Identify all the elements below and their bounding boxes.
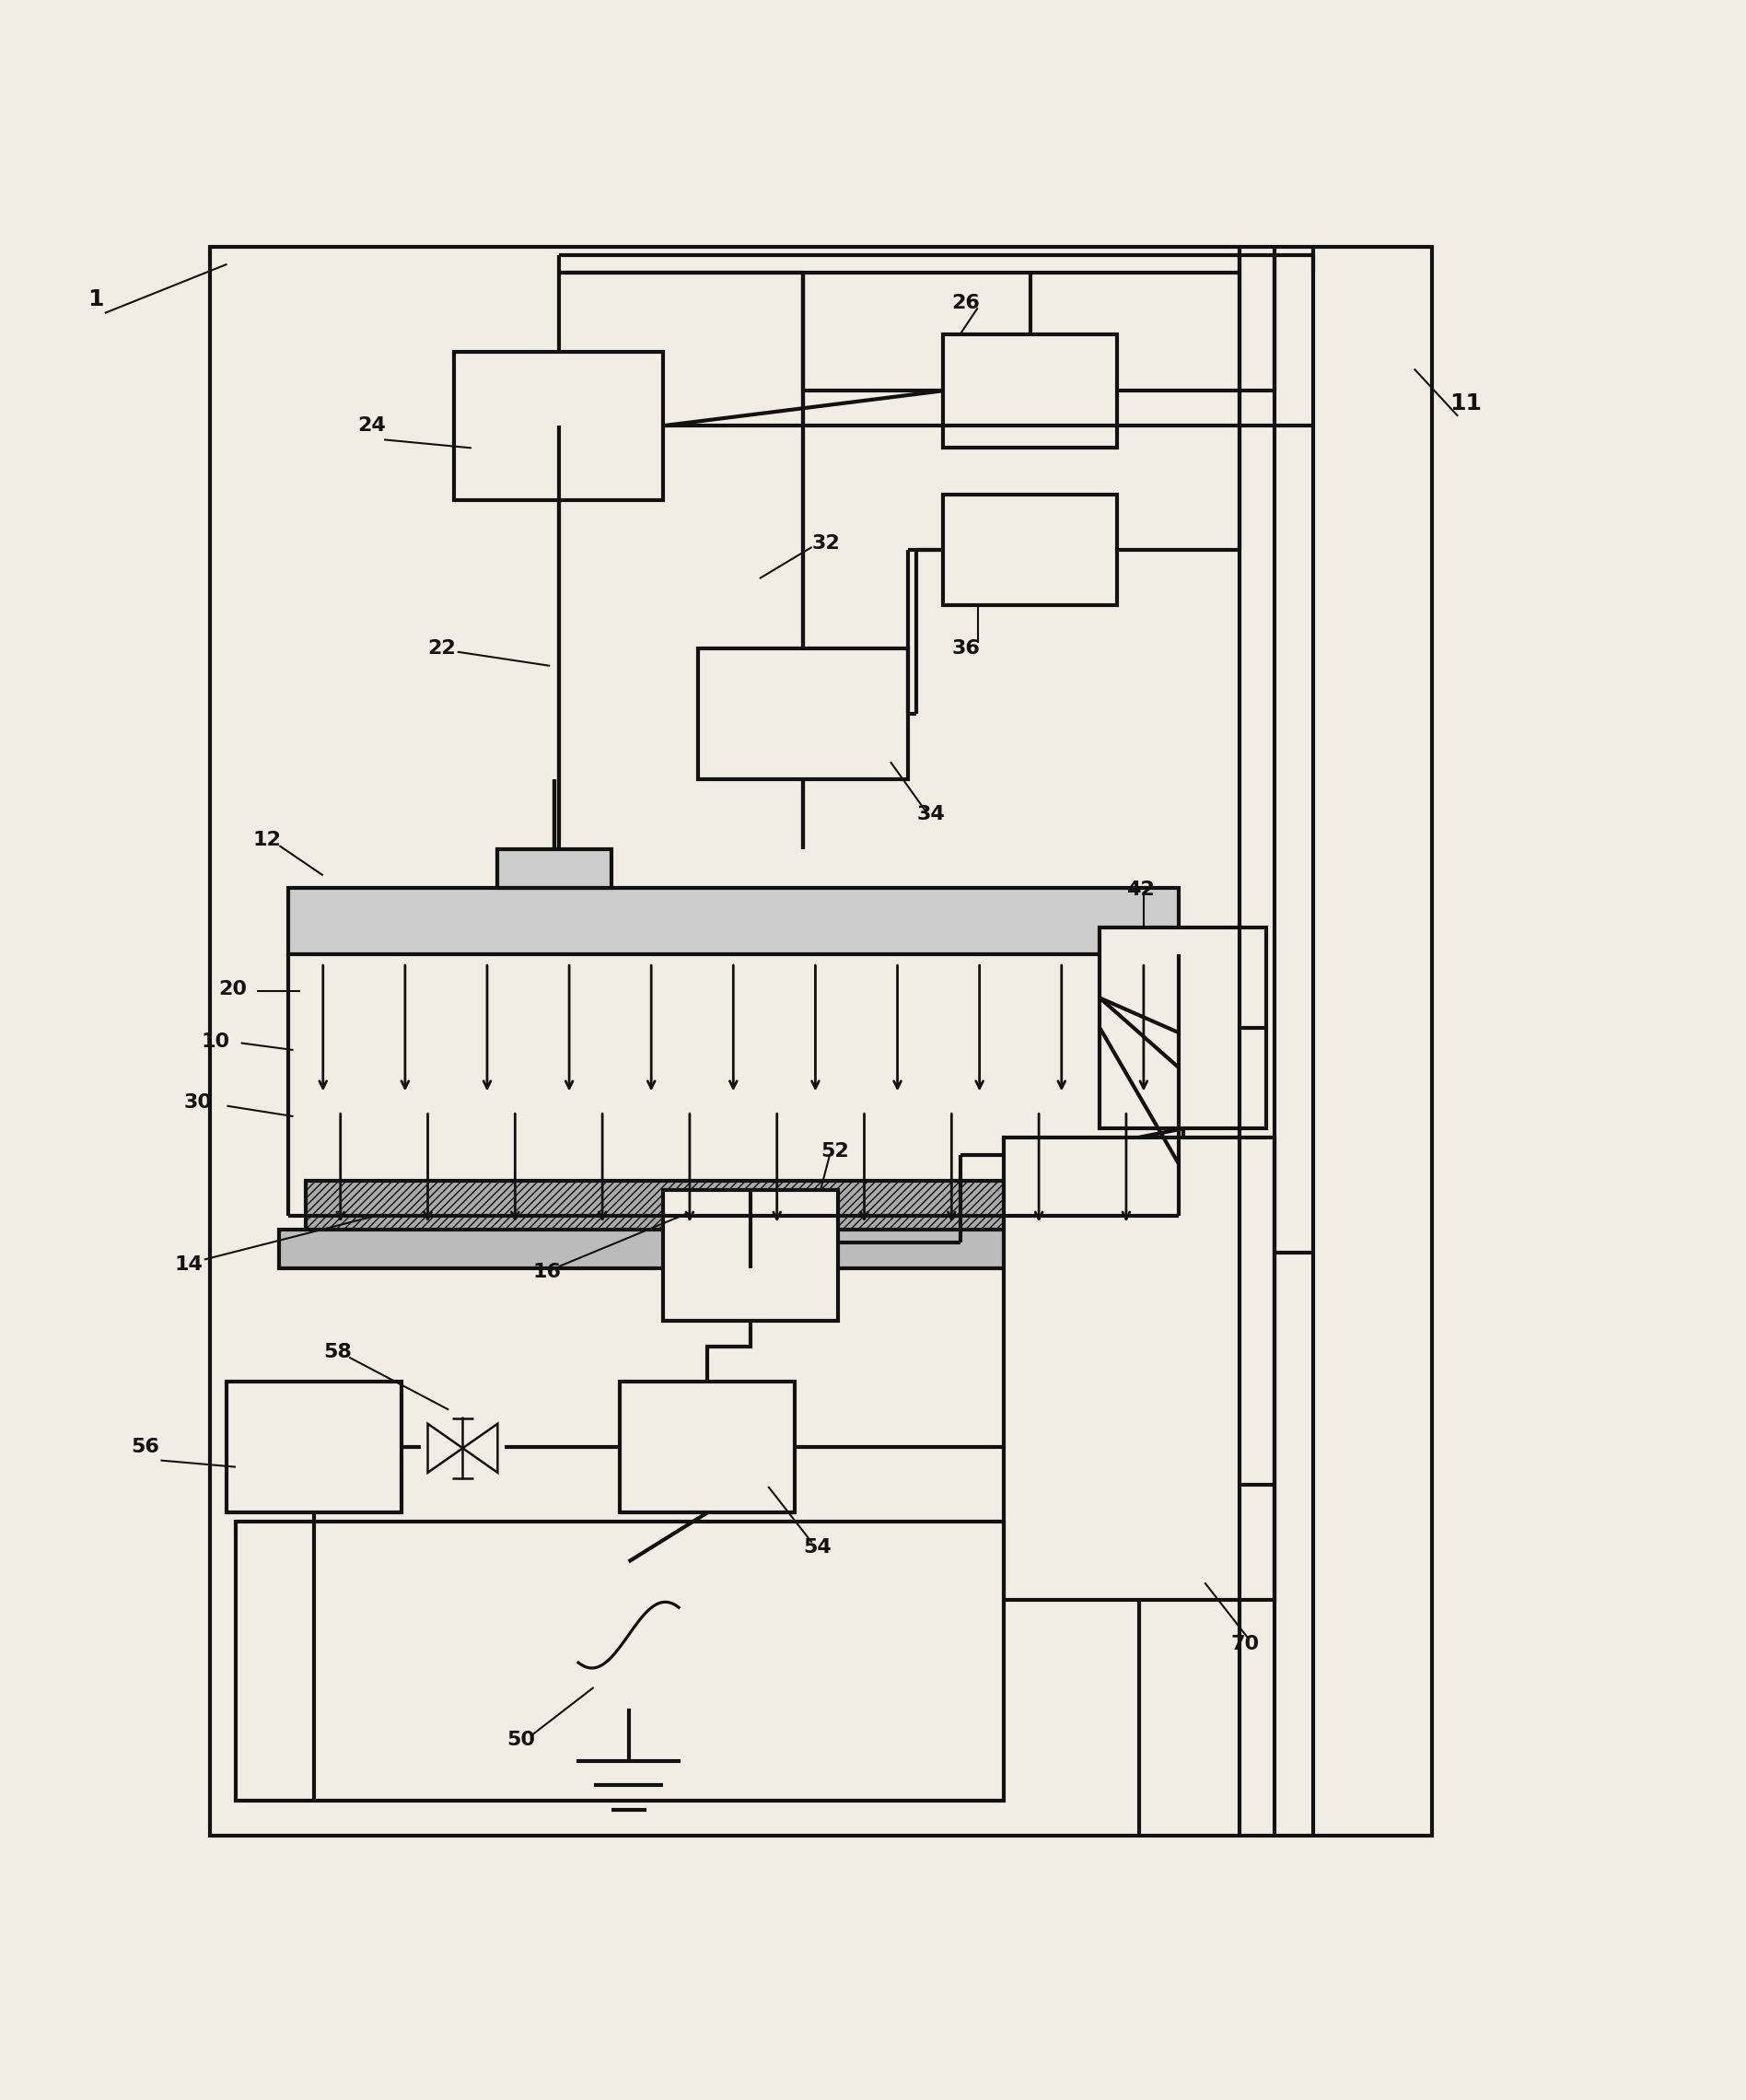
Bar xyxy=(210,246,1432,1835)
Text: 50: 50 xyxy=(506,1730,534,1749)
Text: 24: 24 xyxy=(358,416,386,435)
Text: 70: 70 xyxy=(1231,1634,1259,1653)
Bar xyxy=(943,496,1117,605)
Bar xyxy=(306,1180,1179,1233)
Text: 54: 54 xyxy=(803,1539,831,1556)
Text: 58: 58 xyxy=(323,1342,351,1361)
Text: 56: 56 xyxy=(131,1439,159,1457)
Bar xyxy=(620,1382,794,1512)
Text: 26: 26 xyxy=(952,294,980,311)
Bar xyxy=(288,888,1179,953)
Bar xyxy=(943,334,1117,447)
Text: 12: 12 xyxy=(253,832,281,850)
Bar xyxy=(1004,1138,1275,1600)
Text: 42: 42 xyxy=(1126,880,1154,899)
Polygon shape xyxy=(428,1424,463,1472)
Text: 22: 22 xyxy=(428,638,456,657)
Text: 1: 1 xyxy=(87,288,103,311)
Bar xyxy=(663,1191,838,1321)
Text: 52: 52 xyxy=(821,1142,849,1161)
Text: 10: 10 xyxy=(201,1031,229,1050)
Bar xyxy=(454,351,663,500)
Polygon shape xyxy=(463,1424,498,1472)
Text: 30: 30 xyxy=(183,1094,211,1111)
Text: 20: 20 xyxy=(218,981,246,997)
Text: 36: 36 xyxy=(952,638,980,657)
Text: 34: 34 xyxy=(917,804,945,823)
Text: 32: 32 xyxy=(812,533,840,552)
Bar xyxy=(227,1382,402,1512)
Bar xyxy=(698,649,908,779)
Bar xyxy=(236,1522,1004,1802)
Text: 11: 11 xyxy=(1449,393,1481,416)
Text: 16: 16 xyxy=(533,1262,560,1281)
Bar xyxy=(498,848,611,888)
Bar xyxy=(279,1231,1205,1268)
Text: 14: 14 xyxy=(175,1256,203,1275)
Bar xyxy=(1100,928,1266,1128)
